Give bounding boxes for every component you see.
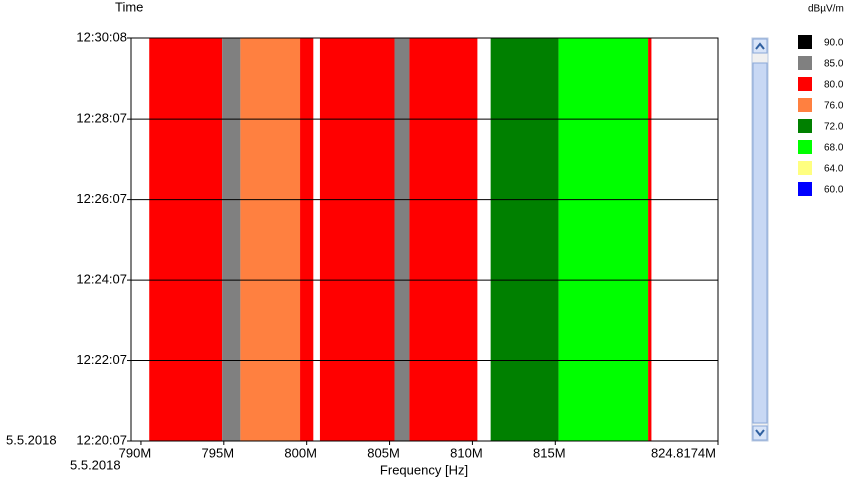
heat-band: [490, 38, 559, 441]
legend-swatch: [798, 182, 812, 196]
scrollbar[interactable]: [751, 37, 769, 442]
arrow-icon: [755, 429, 765, 437]
heat-band: [558, 38, 649, 441]
legend-swatch: [798, 77, 812, 91]
x-tick-label: 815M: [533, 445, 566, 460]
y-tick-label: 12:26:07: [76, 191, 127, 206]
x-tick-label: 800M: [284, 445, 317, 460]
plot-frame: [130, 37, 719, 442]
scroll-thumb[interactable]: [752, 62, 768, 424]
legend-swatch: [798, 98, 812, 112]
legend-label: 80.0: [824, 80, 844, 91]
legend-label: 64.0: [824, 164, 844, 175]
x-tick-label: 805M: [367, 445, 400, 460]
y-tick-label: 12:28:07: [76, 111, 127, 126]
y-axis-title: Time: [115, 0, 143, 14]
heat-band: [394, 38, 410, 441]
heat-band: [319, 38, 395, 441]
legend-label: 90.0: [824, 38, 844, 49]
legend-swatch: [798, 35, 812, 49]
heat-band: [648, 38, 652, 441]
legend-label: 60.0: [824, 185, 844, 196]
legend-title: dBµV/m: [808, 4, 844, 15]
date-label: 5.5.2018: [70, 457, 121, 472]
heat-band: [222, 38, 241, 441]
legend-label: 72.0: [824, 122, 844, 133]
heat-band: [300, 38, 314, 441]
x-tick-label: 810M: [450, 445, 483, 460]
legend-label: 68.0: [824, 143, 844, 154]
y-tick-label: 12:24:07: [76, 272, 127, 287]
scroll-down[interactable]: [752, 425, 768, 441]
x-axis-title: Frequency [Hz]: [380, 462, 468, 477]
legend-swatch: [798, 161, 812, 175]
heat-band: [149, 38, 223, 441]
legend-swatch: [798, 140, 812, 154]
date-label: 5.5.2018: [6, 432, 57, 447]
x-tick-label: 790M: [119, 445, 152, 460]
legend-label: 76.0: [824, 101, 844, 112]
y-tick-label: 12:20:07: [76, 432, 127, 447]
x-tick-label: 824.8174M: [651, 445, 716, 460]
legend-label: 85.0: [824, 59, 844, 70]
scroll-up[interactable]: [752, 38, 768, 54]
arrow-icon: [755, 42, 765, 50]
legend-swatch: [798, 56, 812, 70]
heat-band: [409, 38, 478, 441]
x-tick-label: 795M: [202, 445, 235, 460]
heat-band: [240, 38, 301, 441]
y-tick-label: 12:30:08: [76, 29, 127, 44]
legend-swatch: [798, 119, 812, 133]
y-tick-label: 12:22:07: [76, 352, 127, 367]
